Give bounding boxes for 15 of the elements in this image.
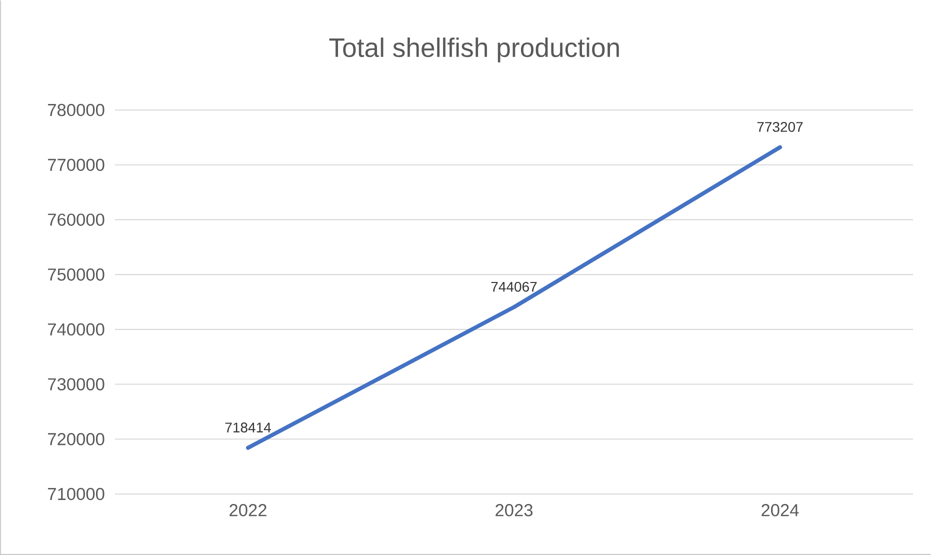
x-tick-label: 2024 [762,504,799,516]
chart-title: Total shellfish production [329,38,619,62]
data-label: 718414 [225,422,271,432]
y-tick-label: 720000 [48,432,104,446]
y-tick-label: 760000 [48,214,104,226]
data-label: 744067 [491,282,537,292]
data-label: 773207 [757,122,803,132]
y-tick-label: 730000 [48,378,104,390]
y-tick-label: 780000 [48,104,104,116]
y-tick-label: 740000 [48,323,104,336]
x-tick-label: 2023 [496,504,533,516]
y-tick-label: 770000 [48,158,104,171]
y-tick-label: 710000 [48,488,104,500]
x-tick-label: 2022 [230,504,266,516]
y-tick-label: 750000 [48,268,104,281]
